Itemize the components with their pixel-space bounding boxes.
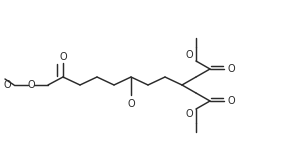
Text: O: O [3, 80, 11, 90]
Text: O: O [185, 50, 193, 60]
Text: O: O [59, 52, 67, 62]
Text: O: O [27, 80, 35, 90]
Text: O: O [227, 96, 235, 106]
Text: O: O [227, 64, 235, 74]
Text: O: O [127, 99, 135, 109]
Text: O: O [185, 109, 193, 119]
